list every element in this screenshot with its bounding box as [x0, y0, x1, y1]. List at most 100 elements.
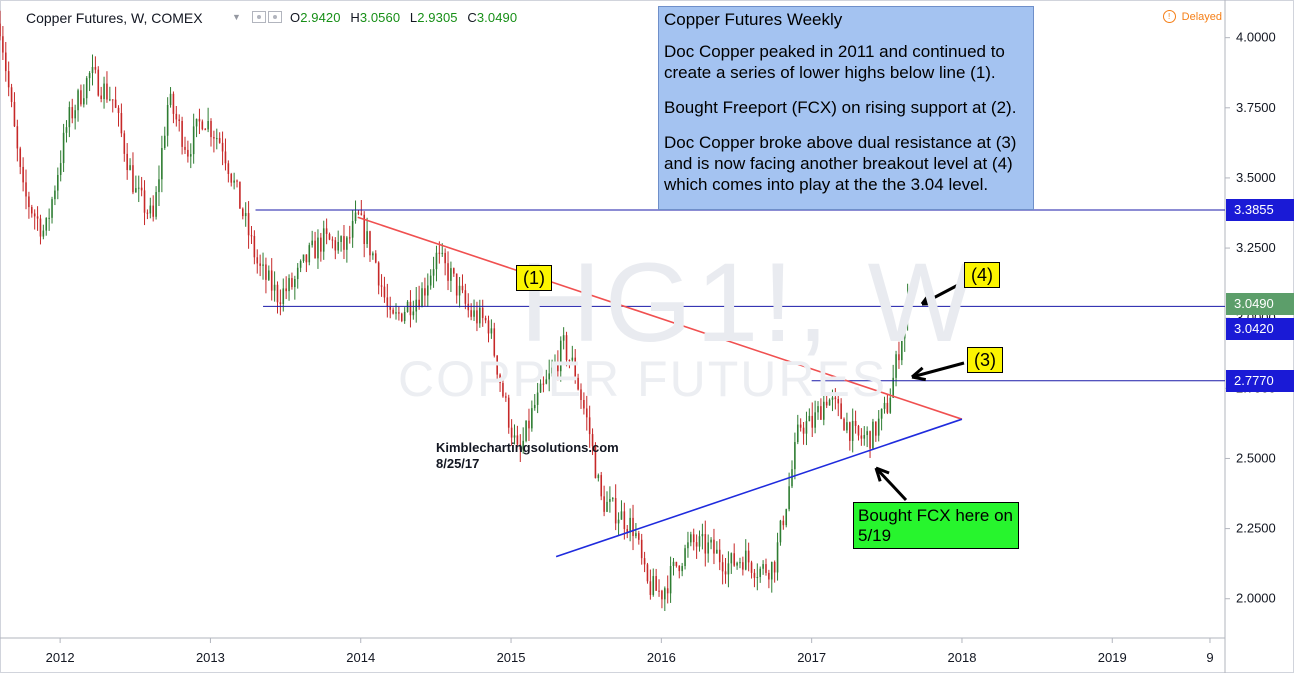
candle-body	[684, 548, 686, 567]
candle-body	[484, 317, 487, 321]
candle-body	[221, 142, 224, 152]
candle-body	[380, 285, 383, 287]
candle-body	[536, 392, 539, 405]
candle-body	[140, 187, 143, 191]
candle-body	[643, 558, 646, 565]
candle-body	[785, 509, 788, 526]
candle-body	[372, 253, 374, 256]
candle-body	[802, 427, 805, 434]
candle-body	[678, 565, 681, 572]
candle-body	[389, 306, 392, 310]
candle-body	[187, 149, 189, 157]
candle-body	[296, 267, 299, 280]
candle-body	[837, 399, 840, 404]
candle-body	[4, 52, 7, 72]
candle-body	[123, 133, 126, 154]
candle-body	[895, 354, 897, 378]
candle-body	[554, 362, 556, 368]
candle-body	[201, 121, 204, 130]
candle-body	[464, 290, 467, 304]
candle-body	[77, 90, 79, 111]
candle-body	[163, 135, 166, 149]
candle-body	[499, 374, 501, 384]
candle-body	[531, 408, 533, 429]
note-title: Copper Futures Weekly	[664, 10, 843, 29]
symbol-title[interactable]: Copper Futures, W, COMEX	[26, 10, 203, 26]
candle-body	[392, 309, 394, 314]
candle-body	[776, 542, 779, 573]
candle-body	[739, 562, 741, 564]
candle-body	[91, 67, 94, 74]
candle-body	[597, 475, 600, 479]
candle-body	[710, 539, 712, 543]
candle-body	[794, 442, 796, 470]
candle-body	[687, 542, 689, 549]
candle-body	[184, 146, 186, 150]
candle-body	[779, 520, 782, 543]
candle-body	[571, 357, 574, 361]
candle-body	[487, 320, 490, 334]
candle-body	[178, 119, 181, 121]
candle-body	[632, 517, 634, 537]
visibility-icon[interactable]	[252, 11, 284, 23]
candle-body	[143, 190, 146, 213]
candle-body	[528, 420, 530, 429]
candle-body	[88, 73, 91, 79]
candle-body	[863, 435, 866, 439]
candle-body	[820, 406, 822, 420]
candle-body	[903, 318, 906, 339]
candle-body	[424, 288, 426, 296]
candle-body	[320, 237, 322, 252]
candle-body	[256, 257, 259, 264]
candle-body	[175, 113, 178, 120]
y-tick-label: 2.2500	[1236, 521, 1276, 536]
arrow-to-3	[911, 361, 965, 382]
candle-body	[276, 284, 279, 303]
candle-body	[473, 310, 475, 317]
candle-body	[427, 285, 429, 296]
candle-body	[681, 566, 683, 572]
candle-body	[522, 440, 524, 450]
candle-body	[533, 404, 536, 409]
ohlc-readout: O2.9420 H3.0560 L2.9305 C3.0490	[290, 10, 517, 25]
candle-body	[603, 496, 605, 512]
candle-body	[620, 511, 623, 520]
candle-body	[577, 377, 579, 390]
candle-body	[137, 187, 140, 189]
candle-body	[479, 307, 481, 324]
candle-body	[594, 446, 597, 479]
candle-body	[242, 208, 244, 217]
candle-body	[713, 539, 715, 554]
candle-body	[377, 262, 380, 286]
x-tick-label: 2017	[797, 650, 826, 665]
candle-body	[545, 379, 548, 384]
candle-body	[85, 78, 88, 99]
candle-body	[282, 288, 285, 305]
candle-body	[672, 561, 675, 567]
candle-body	[117, 107, 120, 114]
candle-body	[7, 71, 10, 88]
credit: Kimblechartingsolutions.com 8/25/17	[436, 440, 619, 472]
candle-body	[25, 182, 27, 197]
y-tick-label: 2.5000	[1236, 450, 1276, 465]
candle-body	[652, 576, 655, 595]
candle-body	[588, 417, 591, 435]
candle-body	[788, 486, 790, 510]
candle-body	[470, 310, 472, 317]
candle-body	[574, 357, 577, 378]
candle-body	[450, 268, 452, 281]
candle-body	[129, 165, 131, 171]
candle-body	[270, 270, 273, 291]
resistance-trendline	[357, 216, 963, 420]
candle-body	[724, 571, 727, 575]
delayed-badge[interactable]: ! Delayed	[1162, 10, 1222, 23]
chevron-down-icon[interactable]: ▼	[232, 12, 241, 22]
candle-body	[374, 253, 377, 263]
candle-body	[583, 399, 585, 409]
candle-body	[74, 110, 76, 119]
candle-body	[291, 278, 293, 288]
label-1: (1)	[516, 265, 552, 291]
candle-body	[2, 36, 4, 53]
candle-body	[675, 561, 678, 566]
